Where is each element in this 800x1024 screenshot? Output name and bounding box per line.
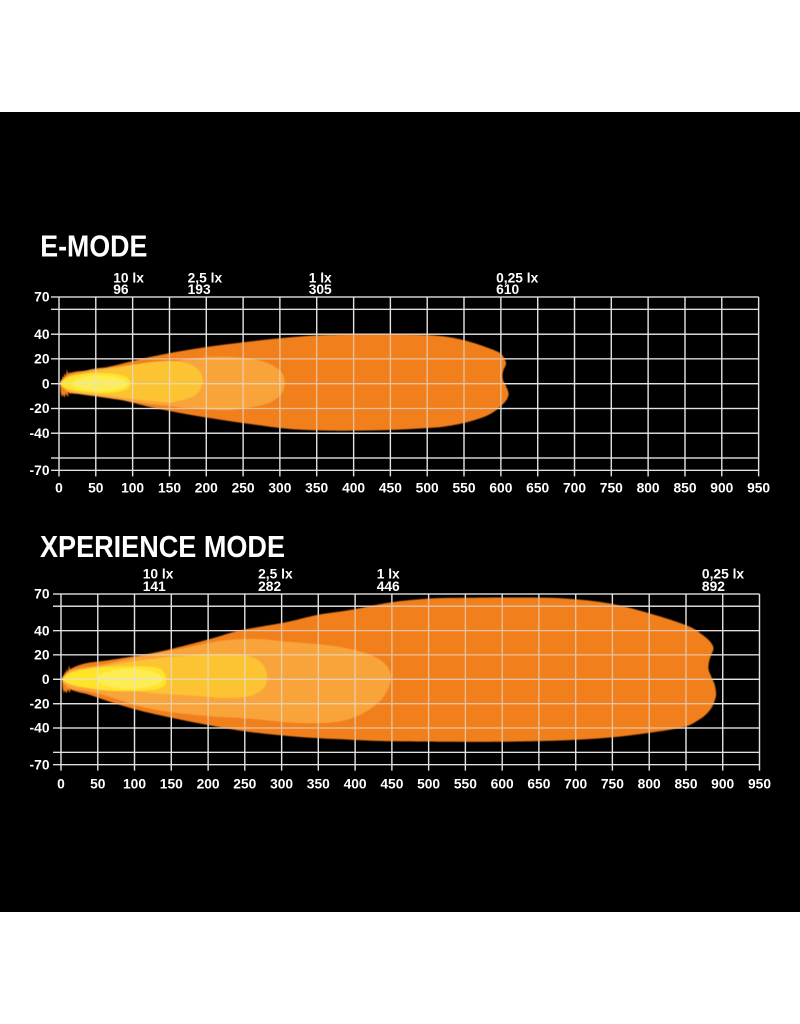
svg-text:0: 0 — [42, 376, 50, 391]
svg-text:250: 250 — [232, 480, 255, 495]
svg-text:282: 282 — [258, 579, 281, 594]
svg-text:193: 193 — [188, 282, 211, 297]
svg-text:750: 750 — [601, 777, 624, 792]
svg-text:446: 446 — [377, 579, 400, 594]
svg-text:0: 0 — [42, 672, 50, 687]
svg-text:850: 850 — [673, 480, 696, 495]
svg-text:10 lx: 10 lx — [113, 271, 144, 286]
svg-text:350: 350 — [305, 480, 328, 495]
svg-text:40: 40 — [34, 623, 50, 638]
svg-text:800: 800 — [638, 777, 661, 792]
svg-text:E-MODE: E-MODE — [40, 230, 147, 264]
svg-text:20: 20 — [34, 648, 50, 663]
svg-text:0,25 lx: 0,25 lx — [496, 271, 539, 286]
svg-text:100: 100 — [123, 777, 146, 792]
svg-text:600: 600 — [489, 480, 512, 495]
svg-text:XPERIENCE MODE: XPERIENCE MODE — [40, 530, 285, 564]
svg-text:40: 40 — [34, 327, 50, 342]
svg-text:50: 50 — [90, 777, 106, 792]
svg-text:500: 500 — [417, 777, 440, 792]
svg-text:700: 700 — [563, 480, 586, 495]
svg-text:650: 650 — [527, 777, 550, 792]
svg-text:-20: -20 — [30, 401, 50, 416]
svg-text:250: 250 — [233, 777, 256, 792]
svg-text:750: 750 — [600, 480, 623, 495]
svg-text:0: 0 — [57, 777, 65, 792]
svg-text:892: 892 — [702, 579, 725, 594]
svg-text:0,25 lx: 0,25 lx — [702, 567, 745, 582]
svg-text:300: 300 — [270, 777, 293, 792]
svg-text:2,5 lx: 2,5 lx — [258, 567, 293, 582]
svg-text:400: 400 — [344, 777, 367, 792]
svg-text:150: 150 — [160, 777, 183, 792]
svg-text:800: 800 — [637, 480, 660, 495]
svg-text:96: 96 — [113, 282, 129, 297]
svg-text:550: 550 — [454, 777, 477, 792]
svg-text:-20: -20 — [30, 696, 50, 711]
svg-text:200: 200 — [197, 777, 220, 792]
svg-text:350: 350 — [307, 777, 330, 792]
svg-text:70: 70 — [34, 290, 50, 305]
svg-text:-40: -40 — [30, 426, 50, 441]
svg-text:550: 550 — [452, 480, 475, 495]
svg-text:-70: -70 — [30, 463, 50, 478]
svg-text:650: 650 — [526, 480, 549, 495]
svg-text:900: 900 — [710, 480, 733, 495]
svg-text:400: 400 — [342, 480, 365, 495]
svg-text:450: 450 — [380, 777, 403, 792]
svg-text:70: 70 — [34, 587, 50, 602]
svg-text:300: 300 — [268, 480, 291, 495]
svg-text:610: 610 — [496, 282, 519, 297]
svg-text:700: 700 — [564, 777, 587, 792]
svg-text:20: 20 — [34, 352, 50, 367]
svg-text:-70: -70 — [30, 757, 50, 772]
svg-text:850: 850 — [674, 777, 697, 792]
svg-text:600: 600 — [491, 777, 514, 792]
svg-text:-40: -40 — [30, 721, 50, 736]
svg-text:0: 0 — [55, 480, 63, 495]
svg-text:2,5 lx: 2,5 lx — [188, 271, 223, 286]
svg-text:141: 141 — [143, 579, 166, 594]
svg-text:950: 950 — [747, 480, 770, 495]
svg-text:100: 100 — [121, 480, 144, 495]
svg-text:10 lx: 10 lx — [143, 567, 174, 582]
svg-text:150: 150 — [158, 480, 181, 495]
svg-text:305: 305 — [309, 282, 332, 297]
svg-text:200: 200 — [195, 480, 218, 495]
svg-text:50: 50 — [88, 480, 104, 495]
svg-text:1 lx: 1 lx — [377, 567, 400, 582]
svg-text:900: 900 — [711, 777, 734, 792]
svg-text:950: 950 — [748, 777, 771, 792]
svg-text:500: 500 — [416, 480, 439, 495]
svg-text:450: 450 — [379, 480, 402, 495]
svg-text:1 lx: 1 lx — [309, 271, 332, 286]
